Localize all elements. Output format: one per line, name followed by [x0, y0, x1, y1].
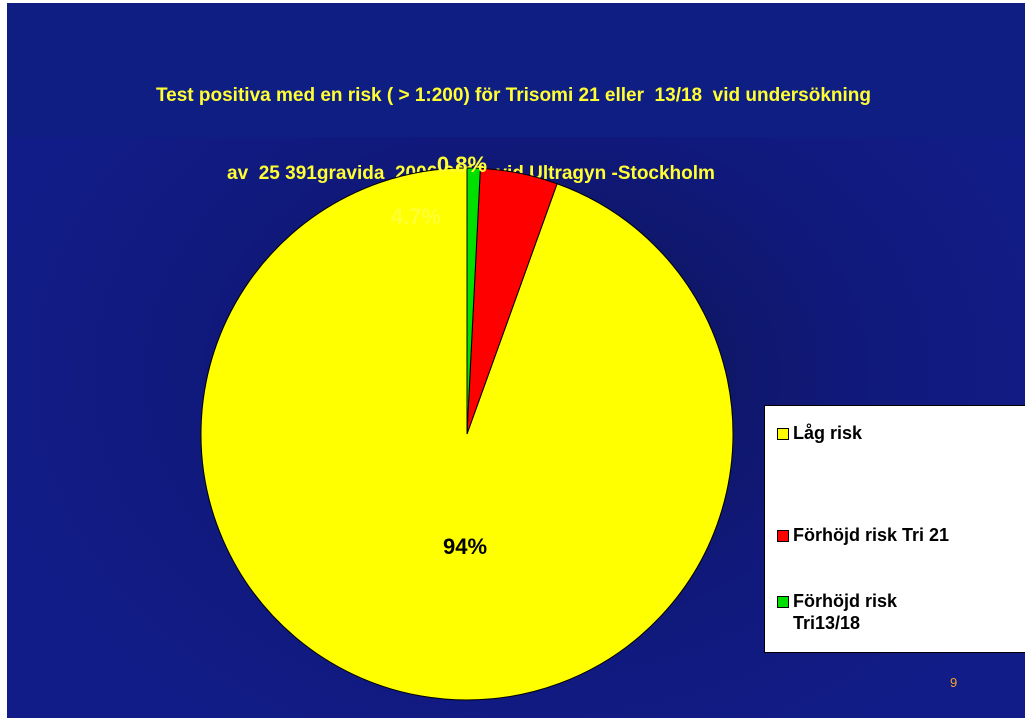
- legend-swatch-low-risk: [777, 428, 789, 440]
- legend-swatch-tri21: [777, 530, 789, 542]
- legend-item-tri13-18: Förhöjd risk Tri13/18: [777, 590, 943, 634]
- legend-item-low-risk: Låg risk: [777, 422, 1021, 444]
- page-number: 9: [950, 675, 957, 690]
- label-tri21: 4.7%: [391, 204, 441, 229]
- legend-label: Låg risk: [777, 422, 1021, 444]
- legend-item-tri21: Förhöjd risk Tri 21: [777, 524, 1021, 546]
- legend-label: Förhöjd risk Tri13/18: [777, 590, 943, 634]
- legend-label: Förhöjd risk Tri 21: [777, 524, 1021, 546]
- label-low-risk: 94%: [443, 534, 487, 559]
- legend: Låg risk Förhöjd risk Tri 21 Förhöjd ris…: [764, 405, 1025, 653]
- pie-slices: [201, 168, 733, 700]
- legend-swatch-tri13-18: [777, 596, 789, 608]
- label-tri13-18: 0.8%: [437, 152, 487, 177]
- slide: Test positiva med en risk ( > 1:200) för…: [7, 3, 1025, 718]
